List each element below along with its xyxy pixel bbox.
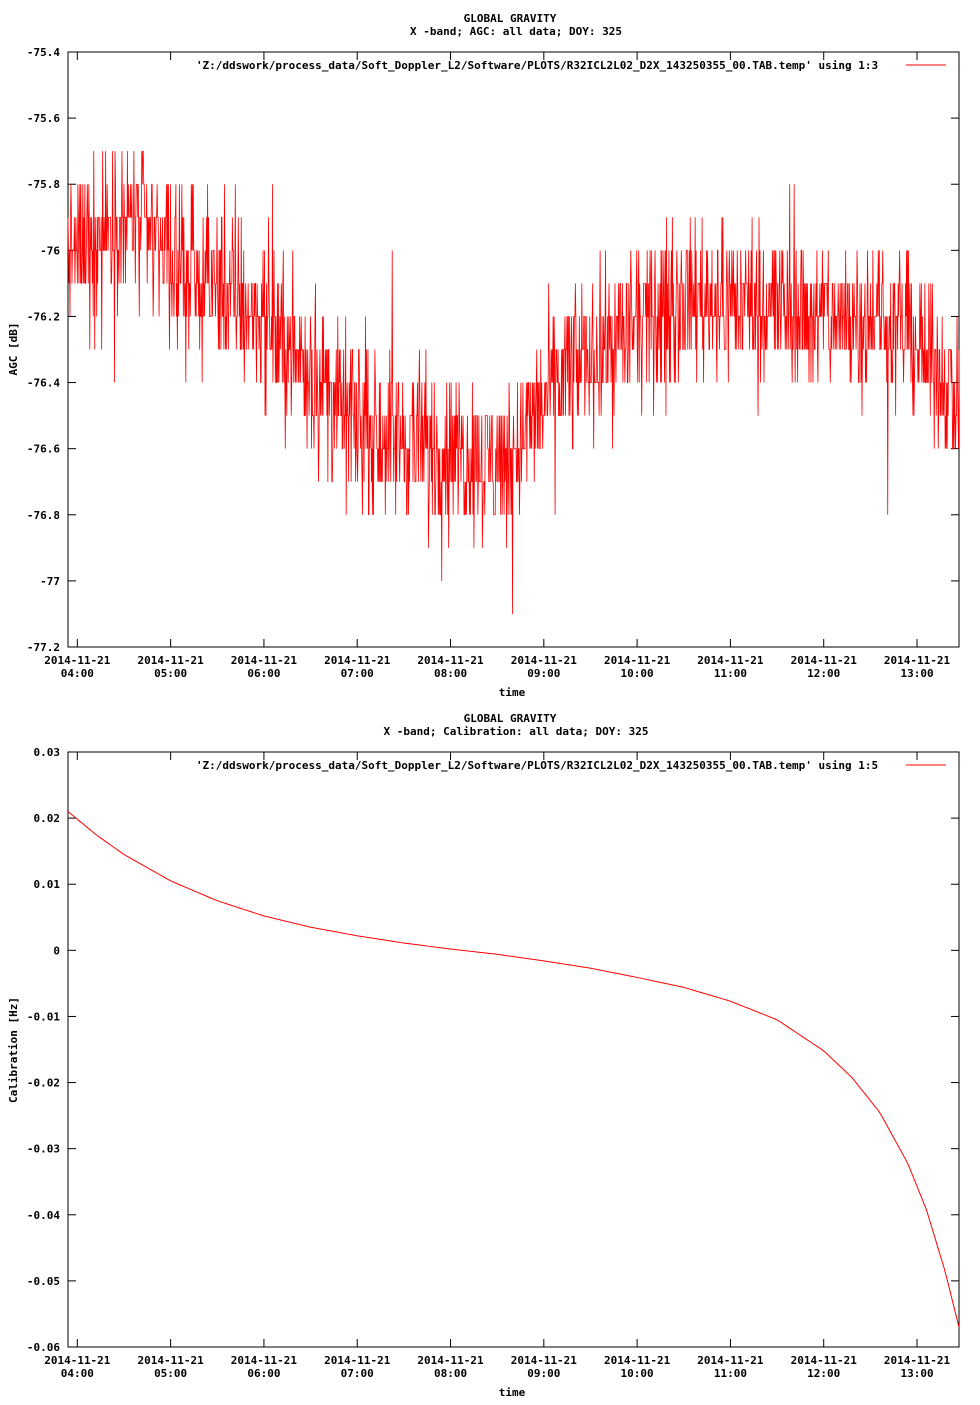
x-tick-label: 04:00 xyxy=(61,1367,94,1380)
chart-title: GLOBAL GRAVITY xyxy=(464,12,557,25)
x-tick-label: 2014-11-21 xyxy=(417,654,484,667)
y-tick-label: 0.03 xyxy=(34,746,61,759)
y-tick-label: -0.04 xyxy=(27,1209,60,1222)
x-tick-label: 06:00 xyxy=(247,667,280,680)
x-tick-label: 2014-11-21 xyxy=(44,654,111,667)
x-tick-label: 12:00 xyxy=(807,1367,840,1380)
calibration-chart: GLOBAL GRAVITY X -band; Calibration: all… xyxy=(7,712,960,1399)
chart-subtitle: X -band; AGC: all data; DOY: 325 xyxy=(410,25,622,38)
x-tick-label: 2014-11-21 xyxy=(791,654,858,667)
x-tick-label: 07:00 xyxy=(341,667,374,680)
x-tick-label: 2014-11-21 xyxy=(884,1354,951,1367)
y-tick-label: -76.4 xyxy=(27,377,60,390)
y-tick-label: -76 xyxy=(40,244,60,257)
x-tick-label: 13:00 xyxy=(900,1367,933,1380)
series-line xyxy=(67,811,960,1328)
x-tick-label: 2014-11-21 xyxy=(791,1354,858,1367)
y-tick-label: -75.4 xyxy=(27,46,60,59)
chart-subtitle: X -band; Calibration: all data; DOY: 325 xyxy=(384,725,649,738)
y-tick-label: 0.01 xyxy=(34,878,61,891)
y-tick-label: -76.6 xyxy=(27,443,60,456)
x-tick-label: 09:00 xyxy=(527,1367,560,1380)
x-tick-label: 08:00 xyxy=(434,1367,467,1380)
x-tick-label: 05:00 xyxy=(154,1367,187,1380)
x-tick-label: 2014-11-21 xyxy=(697,1354,764,1367)
y-tick-label: -0.01 xyxy=(27,1010,60,1023)
y-tick-label: -0.03 xyxy=(27,1143,60,1156)
agc-chart: GLOBAL GRAVITY X -band; AGC: all data; D… xyxy=(7,12,960,699)
x-tick-label: 10:00 xyxy=(621,1367,654,1380)
x-tick-label: 08:00 xyxy=(434,667,467,680)
y-tick-label: -75.8 xyxy=(27,178,60,191)
y-tick-label: -77.2 xyxy=(27,641,60,654)
plot-frame xyxy=(67,751,960,1348)
x-tick-label: 2014-11-21 xyxy=(324,1354,391,1367)
x-tick-label: 11:00 xyxy=(714,667,747,680)
y-tick-label: -75.6 xyxy=(27,112,60,125)
x-tick-label: 2014-11-21 xyxy=(138,654,205,667)
legend-entry: 'Z:/ddswork/process_data/Soft_Doppler_L2… xyxy=(196,59,878,72)
x-tick-label: 2014-11-21 xyxy=(44,1354,111,1367)
x-axis-label: time xyxy=(499,1386,526,1399)
x-tick-label: 06:00 xyxy=(247,1367,280,1380)
chart-title: GLOBAL GRAVITY xyxy=(464,712,557,725)
y-tick-label: -0.06 xyxy=(27,1341,60,1354)
x-tick-label: 12:00 xyxy=(807,667,840,680)
y-axis-label: AGC [dB] xyxy=(7,323,20,376)
x-axis-label: time xyxy=(499,686,526,699)
y-axis-label: Calibration [Hz] xyxy=(7,997,20,1103)
x-tick-label: 2014-11-21 xyxy=(884,654,951,667)
y-tick-label: -76.8 xyxy=(27,509,60,522)
x-tick-label: 2014-11-21 xyxy=(138,1354,205,1367)
x-tick-label: 07:00 xyxy=(341,1367,374,1380)
y-tick-label: 0.02 xyxy=(34,812,61,825)
x-tick-label: 13:00 xyxy=(900,667,933,680)
x-tick-label: 11:00 xyxy=(714,1367,747,1380)
y-tick-label: -0.05 xyxy=(27,1275,60,1288)
y-tick-label: -0.02 xyxy=(27,1077,60,1090)
x-tick-label: 10:00 xyxy=(621,667,654,680)
x-tick-label: 09:00 xyxy=(527,667,560,680)
x-tick-label: 2014-11-21 xyxy=(697,654,764,667)
y-tick-label: 0 xyxy=(53,944,60,957)
x-tick-label: 2014-11-21 xyxy=(417,1354,484,1367)
x-tick-label: 2014-11-21 xyxy=(604,654,671,667)
x-tick-label: 2014-11-21 xyxy=(511,1354,578,1367)
y-tick-label: -76.2 xyxy=(27,310,60,323)
x-tick-label: 2014-11-21 xyxy=(324,654,391,667)
legend-entry: 'Z:/ddswork/process_data/Soft_Doppler_L2… xyxy=(196,759,878,772)
x-tick-label: 05:00 xyxy=(154,667,187,680)
x-tick-label: 2014-11-21 xyxy=(604,1354,671,1367)
x-tick-label: 2014-11-21 xyxy=(231,1354,298,1367)
x-tick-label: 2014-11-21 xyxy=(231,654,298,667)
x-tick-label: 2014-11-21 xyxy=(511,654,578,667)
series-line xyxy=(67,150,960,614)
y-tick-label: -77 xyxy=(40,575,60,588)
x-tick-label: 04:00 xyxy=(61,667,94,680)
